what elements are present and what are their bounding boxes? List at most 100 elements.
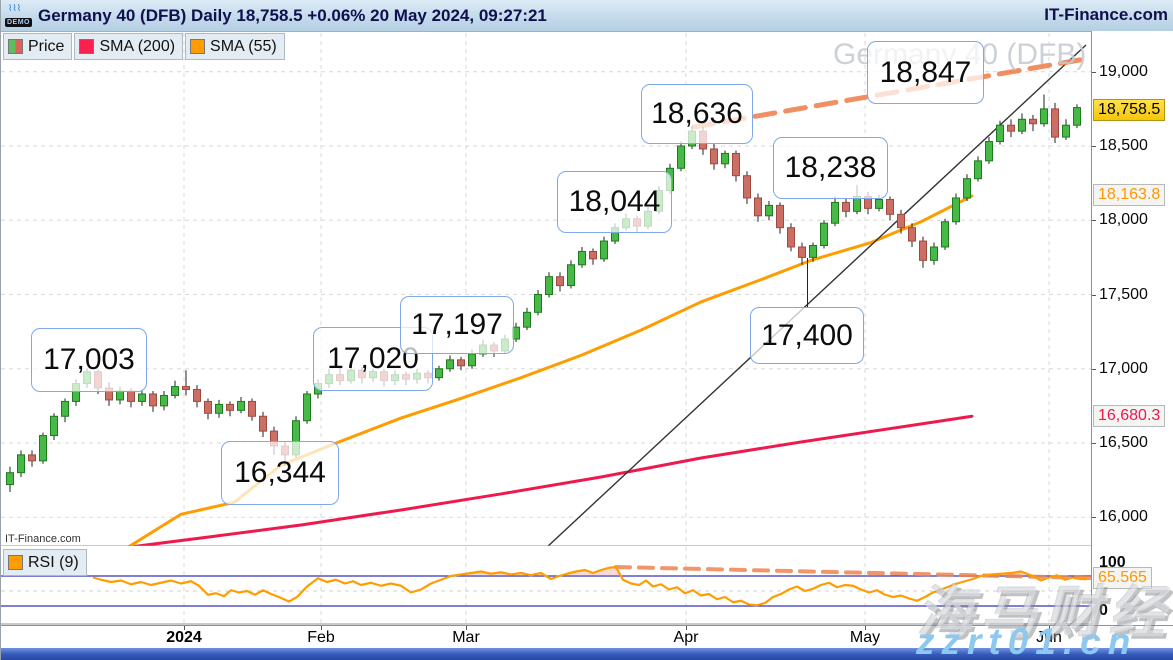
candle-body[interactable] [556, 276, 564, 287]
price-annotation[interactable]: 18,847 [867, 41, 984, 104]
brand-link[interactable]: IT-Finance.com [1044, 5, 1168, 24]
rsi-line[interactable] [92, 565, 1088, 607]
rsi-current-tag: 65.565 [1093, 567, 1152, 589]
legend-sma200-label: SMA (200) [99, 37, 176, 55]
candle-body[interactable] [930, 246, 938, 261]
candle-body[interactable] [963, 178, 971, 199]
candle-body[interactable] [237, 400, 245, 411]
candle-body[interactable] [897, 213, 905, 229]
candle-body[interactable] [798, 246, 806, 258]
candle-body[interactable] [17, 454, 25, 474]
candle-body[interactable] [303, 393, 311, 422]
legend-price-button[interactable]: Price [3, 33, 73, 60]
header-bar: ⌇⌇⌇ DEMO Germany 40 (DFB) Daily 18,758.5… [1, 0, 1173, 32]
bottom-scroll-bar[interactable] [1, 648, 1173, 660]
candle-body[interactable] [1040, 108, 1048, 125]
candle-body[interactable] [820, 222, 828, 246]
candle-body[interactable] [545, 276, 553, 295]
sma-line[interactable] [119, 414, 974, 546]
axis-tick [686, 626, 687, 630]
candle-body[interactable] [776, 204, 784, 229]
legend-sma200-button[interactable]: SMA (200) [74, 33, 184, 60]
time-axis-label: Mar [452, 629, 480, 646]
candle-body[interactable] [908, 227, 916, 242]
candle-body[interactable] [523, 311, 531, 328]
candle-body[interactable] [1007, 124, 1015, 132]
candle-body[interactable] [6, 472, 14, 486]
price-annotation[interactable]: 17,003 [31, 328, 147, 392]
candle-body[interactable] [534, 294, 542, 313]
candle-body[interactable] [160, 394, 168, 407]
price-axis-label: 19,000 [1099, 62, 1148, 80]
candle-body[interactable] [138, 393, 146, 402]
legend-price-label: Price [28, 37, 65, 55]
candle-body[interactable] [567, 264, 575, 287]
candle-body[interactable] [259, 415, 267, 432]
candle-body[interactable] [28, 454, 36, 462]
candle-body[interactable] [1073, 107, 1081, 126]
candle-body[interactable] [39, 435, 47, 462]
candle-body[interactable] [710, 148, 718, 165]
candle-body[interactable] [996, 124, 1004, 143]
candle-body[interactable] [435, 368, 443, 379]
candle-body[interactable] [589, 250, 597, 260]
candle-body[interactable] [600, 240, 608, 260]
candle-body[interactable] [974, 160, 982, 180]
candle-body[interactable] [754, 197, 762, 217]
price-annotation[interactable]: 18,238 [773, 137, 888, 199]
price-annotation[interactable]: 17,197 [400, 296, 514, 354]
candle-body[interactable] [985, 141, 993, 162]
candle-body[interactable] [875, 198, 883, 209]
candle-body[interactable] [50, 415, 58, 437]
legend-sma55-button[interactable]: SMA (55) [185, 33, 285, 60]
candle-body[interactable] [193, 389, 201, 402]
platform-logo[interactable]: ⌇⌇⌇ DEMO [5, 3, 32, 28]
time-axis[interactable]: 2024 Feb Mar Apr May Jun [1, 625, 1173, 648]
candle-body[interactable] [204, 400, 212, 414]
axis-tick [865, 626, 866, 630]
candle-body[interactable] [886, 198, 894, 215]
axis-tick [1092, 517, 1096, 519]
price-annotation[interactable]: 16,344 [221, 441, 339, 505]
price-axis-label: 18,500 [1099, 137, 1148, 154]
price-annotation[interactable]: 18,636 [641, 84, 753, 144]
candle-body[interactable] [765, 204, 773, 217]
candle-body[interactable] [182, 386, 190, 391]
candle-body[interactable] [941, 221, 949, 248]
candle-body[interactable] [248, 400, 256, 417]
axis-tick [1049, 626, 1050, 630]
price-tag-sma55: 18,163.8 [1093, 184, 1166, 206]
candle-body[interactable] [1062, 124, 1070, 138]
annotation-connector [807, 258, 808, 307]
candle-body[interactable] [578, 250, 586, 266]
candle-body[interactable] [149, 393, 157, 407]
candle-body[interactable] [1051, 108, 1059, 138]
candle-body[interactable] [919, 240, 927, 261]
price-tag-last: 18,758.5 [1093, 99, 1166, 121]
price-axis[interactable]: 19,000 18,500 18,000 17,500 17,000 16,500 16,0… [1091, 31, 1173, 625]
candle-body[interactable] [743, 175, 751, 199]
candle-body[interactable] [831, 201, 839, 224]
rsi-chart-canvas[interactable] [1, 0, 1091, 660]
price-annotation[interactable]: 17,400 [750, 307, 864, 364]
candle-body[interactable] [226, 403, 234, 411]
candle-body[interactable] [721, 152, 729, 165]
candle-body[interactable] [446, 359, 454, 370]
candle-body[interactable] [787, 227, 795, 248]
legend-rsi-button[interactable]: RSI (9) [3, 549, 87, 576]
candle-body[interactable] [952, 197, 960, 223]
candle-body[interactable] [1018, 118, 1026, 132]
candle-body[interactable] [171, 386, 179, 396]
candle-body[interactable] [677, 145, 685, 169]
candle-body[interactable] [61, 400, 69, 417]
candle-body[interactable] [809, 244, 817, 258]
candle-body[interactable] [842, 201, 850, 212]
candle-body[interactable] [457, 359, 465, 367]
rsi-dashed-trendline[interactable] [614, 565, 1091, 580]
rsi-axis-label: 0 [1099, 602, 1108, 619]
candle-body[interactable] [1029, 118, 1037, 125]
chart-title: Germany 40 (DFB) Daily 18,758.5 +0.06% 2… [38, 5, 547, 25]
price-annotation[interactable]: 18,044 [557, 171, 672, 233]
candle-body[interactable] [215, 403, 223, 414]
candle-body[interactable] [732, 152, 740, 177]
